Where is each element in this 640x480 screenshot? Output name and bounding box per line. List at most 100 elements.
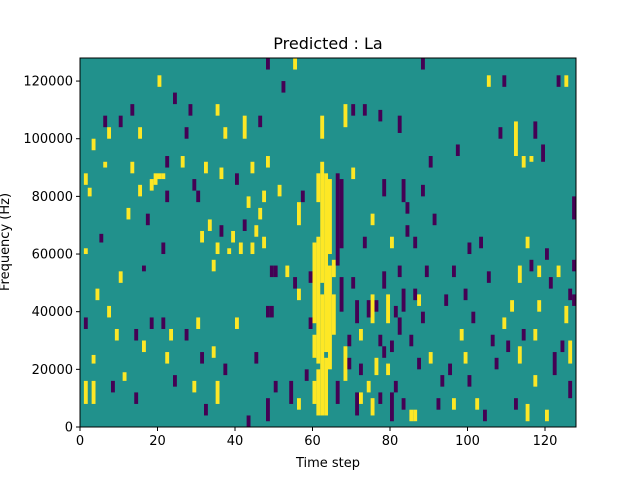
heatmap-cell <box>134 328 139 341</box>
heatmap-cell <box>568 380 573 399</box>
heatmap-cells <box>83 58 577 427</box>
heatmap-cell <box>471 311 476 324</box>
heatmap-cell <box>328 179 332 255</box>
heatmap-cell <box>130 104 135 116</box>
heatmap-cell <box>184 127 189 139</box>
heatmap-cell <box>564 305 569 324</box>
heatmap-cell <box>250 161 255 174</box>
heatmap-cell <box>417 294 422 306</box>
heatmap-cell <box>545 409 549 422</box>
heatmap-cell <box>91 138 96 151</box>
heatmap-cell <box>219 167 224 180</box>
heatmap-cell <box>390 340 394 353</box>
heatmap-cell <box>324 357 329 416</box>
heatmap-cell <box>300 190 305 203</box>
heatmap-cell <box>118 115 123 128</box>
heatmap-cell <box>390 236 394 249</box>
heatmap-cell <box>83 173 88 185</box>
heatmap-cell <box>231 230 236 243</box>
heatmap-cell <box>517 265 522 283</box>
heatmap-cell <box>99 233 104 243</box>
heatmap-cell <box>219 225 224 237</box>
heatmap-cell <box>200 230 205 243</box>
heatmap-cell <box>424 265 429 278</box>
heatmap-cell <box>413 409 418 422</box>
heatmap-cell <box>103 161 108 168</box>
heatmap-cell <box>351 277 356 289</box>
heatmap-cell <box>440 375 445 387</box>
heatmap-cell <box>207 219 212 231</box>
heatmap-cell <box>568 340 573 364</box>
heatmap-cell <box>118 271 123 283</box>
heatmap-cell <box>347 334 352 347</box>
heatmap-cell <box>138 184 143 197</box>
heatmap-cell <box>254 352 259 364</box>
heatmap-cell <box>486 75 491 87</box>
heatmap-cell <box>463 288 468 301</box>
heatmap-cell <box>169 328 174 341</box>
heatmap-cell <box>452 398 456 410</box>
heatmap-cell <box>560 340 565 353</box>
heatmap-cell <box>506 340 511 353</box>
heatmap-cell <box>223 363 228 376</box>
heatmap-cell <box>355 300 360 324</box>
heatmap-cell <box>428 156 433 168</box>
heatmap-cell <box>475 398 480 410</box>
y-tick-label: 20000 <box>32 363 73 378</box>
heatmap-cell <box>386 294 391 324</box>
heatmap-cell <box>204 161 208 174</box>
heatmap-cell <box>362 104 367 116</box>
heatmap-cell <box>242 115 247 139</box>
heatmap-cell <box>382 179 387 197</box>
heatmap-cell <box>250 242 255 255</box>
heatmap-cell <box>266 398 270 422</box>
heatmap-cell <box>510 300 515 312</box>
heatmap-cell <box>83 248 88 255</box>
heatmap-cell <box>444 294 449 306</box>
heatmap-cell <box>215 380 220 404</box>
x-tick-label: 0 <box>76 434 84 449</box>
heatmap-cell <box>486 271 491 283</box>
chart-title: Predicted : La <box>273 34 382 53</box>
heatmap-cell <box>525 236 530 249</box>
heatmap-cell <box>277 184 282 197</box>
heatmap-cell <box>126 207 131 220</box>
heatmap-cell <box>196 190 201 203</box>
heatmap-cell <box>459 328 464 341</box>
heatmap-cell <box>417 357 422 370</box>
heatmap-cell <box>339 179 344 249</box>
heatmap-cell <box>452 265 456 278</box>
heatmap-cell <box>262 190 267 203</box>
heatmap-cell <box>173 375 177 387</box>
heatmap-cell <box>145 213 150 226</box>
heatmap-cell <box>320 115 325 139</box>
heatmap-cell <box>409 334 414 347</box>
heatmap-cell <box>421 311 425 324</box>
heatmap-cell <box>196 317 201 329</box>
heatmap-cell <box>545 248 549 260</box>
heatmap-cell <box>359 392 363 404</box>
x-tick-label: 120 <box>533 434 558 449</box>
heatmap-cell <box>180 156 185 168</box>
heatmap-cell <box>312 242 317 324</box>
heatmap-cell <box>413 236 418 249</box>
heatmap-cell <box>374 300 379 312</box>
heatmap-cell <box>173 92 177 105</box>
heatmap-cell <box>324 173 329 353</box>
heatmap-cell <box>273 380 278 393</box>
heatmap-cell <box>161 242 166 255</box>
heatmap-cell <box>331 259 336 278</box>
heatmap-cell <box>269 305 274 318</box>
y-axis-label: Frequency (Hz) <box>0 193 13 291</box>
x-axis: 0 20 40 60 80 100 120 <box>76 427 558 449</box>
heatmap-cell <box>285 265 290 278</box>
heatmap-cell <box>149 317 154 329</box>
heatmap-cell <box>366 380 371 393</box>
heatmap-cell <box>378 392 383 404</box>
x-tick-label: 60 <box>304 434 321 449</box>
heatmap-cell <box>564 75 569 87</box>
heatmap-cell <box>238 242 243 255</box>
y-axis: 0 20000 40000 60000 80000 100000 120000 <box>23 75 80 436</box>
heatmap-cell <box>328 265 332 370</box>
heatmap-cell <box>316 236 321 364</box>
